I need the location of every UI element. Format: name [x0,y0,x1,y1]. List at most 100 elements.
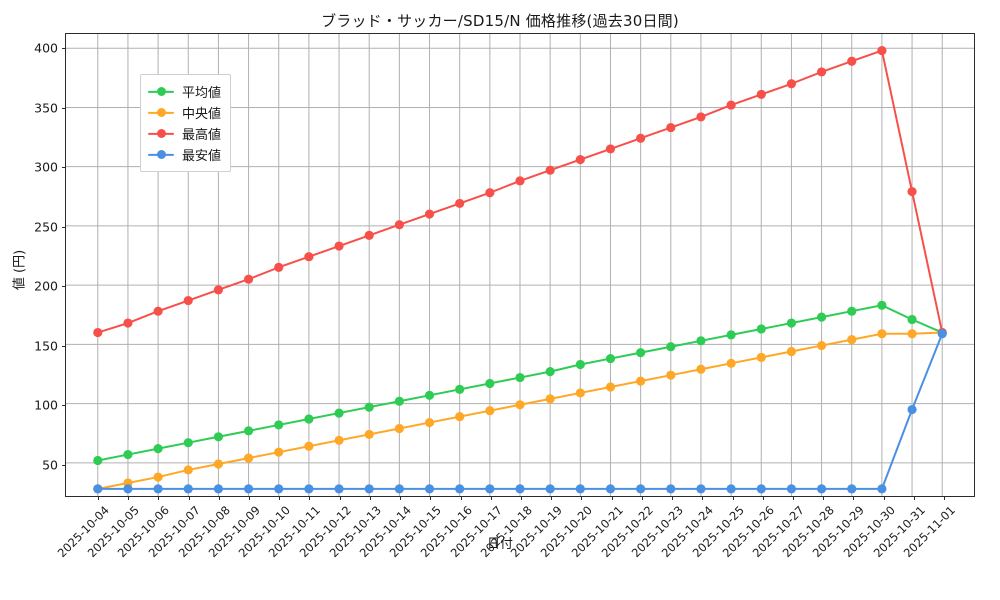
data-point [394,396,404,406]
x-tick-mark [913,496,915,500]
x-tick-mark [672,496,674,500]
data-point [153,444,163,454]
legend-item-label: 中央値 [182,107,222,122]
data-point [424,417,435,428]
legend-item-4[interactable]: 最安値 [148,144,221,165]
data-point [756,89,766,99]
data-point [545,367,555,377]
x-axis-label: 日付 [486,537,514,552]
data-point [424,209,435,219]
data-point [636,484,646,494]
data-point [274,262,284,272]
x-tick-mark [762,496,764,500]
y-tick-label: 150 [34,338,58,354]
data-point [93,327,103,338]
data-point [153,306,163,316]
legend-item-2[interactable]: 中央値 [148,102,221,123]
y-tick-mark [62,107,66,109]
data-point [515,372,525,383]
y-tick-mark [62,226,66,228]
legend-item-3[interactable]: 最高値 [148,123,221,144]
legend-item-1[interactable]: 平均値 [148,81,221,102]
x-tick-mark [793,496,795,500]
data-point [605,382,616,392]
data-point [304,252,314,262]
data-point [636,376,646,386]
data-point [907,314,917,325]
data-point [515,176,525,186]
data-point [605,484,616,494]
x-tick-mark [218,496,220,500]
legend-marker-icon [148,127,174,141]
data-point [756,484,766,494]
data-point [605,354,616,364]
data-point [213,484,224,494]
data-point [696,484,706,494]
data-point [575,359,585,370]
data-point [213,459,224,469]
data-point [334,408,344,418]
y-axis-label: 値 (円) [12,249,28,291]
x-tick-mark [853,496,855,500]
y-tick-mark [62,405,66,407]
x-tick-mark [641,496,643,500]
x-tick-mark [460,496,462,500]
x-tick-mark [97,496,99,500]
data-point [183,465,193,475]
data-point [424,484,435,494]
data-point [666,342,676,352]
data-point [304,414,314,424]
data-point [334,241,344,251]
data-point [666,484,676,494]
data-point [515,400,525,410]
chart-legend[interactable]: 平均値中央値 最高値最安値 [140,74,232,172]
y-tick-label: 250 [34,219,58,235]
data-point [274,484,284,494]
x-tick-mark [158,496,160,500]
data-point [907,329,917,339]
data-point [545,484,555,494]
data-point [243,426,254,436]
data-point [364,230,374,240]
data-point [274,447,284,457]
data-point [666,123,676,133]
data-point [455,412,465,422]
y-tick-mark [62,464,66,466]
data-point [907,404,917,415]
series-2 [93,327,947,494]
y-tick-mark [62,345,66,347]
data-point [726,358,736,368]
x-tick-mark [248,496,250,500]
data-point [394,484,404,494]
data-point [636,348,646,358]
data-point [786,346,797,357]
series-3 [93,46,947,338]
data-point [123,484,133,494]
data-point [726,100,736,110]
data-point [334,484,344,494]
data-point [364,484,374,494]
x-tick-mark [339,496,341,500]
data-point [877,300,887,310]
data-point [394,423,404,434]
data-point [515,484,525,494]
data-point [877,46,887,56]
data-point [455,484,465,494]
x-tick-mark [823,496,825,500]
data-point [786,79,797,89]
data-point [274,420,284,430]
legend-item-label: 最安値 [182,149,222,164]
x-tick-mark [944,496,946,500]
data-point [545,165,555,175]
data-point [726,484,736,494]
data-point [304,484,314,494]
data-point [123,449,133,460]
data-point [485,378,495,389]
y-tick-mark [62,48,66,50]
data-point [123,318,133,328]
y-tick-label: 400 [34,40,58,56]
data-point [605,144,616,154]
data-point [455,384,465,394]
data-point [696,364,706,374]
y-tick-label: 100 [34,397,58,413]
